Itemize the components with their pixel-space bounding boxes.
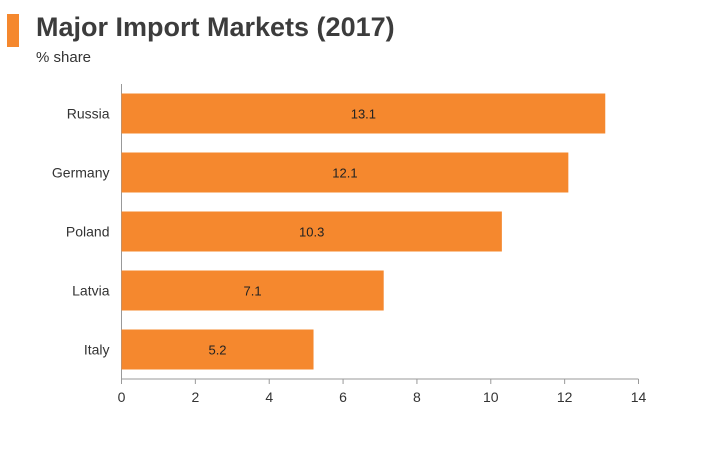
data-label: 5.2 bbox=[208, 343, 226, 358]
category-label: Germany bbox=[52, 165, 110, 181]
bar-italy bbox=[121, 329, 314, 370]
x-tick-label: 8 bbox=[413, 389, 421, 405]
x-tick-label: 12 bbox=[557, 389, 573, 405]
bar-poland bbox=[121, 211, 502, 252]
category-label: Poland bbox=[66, 224, 110, 240]
x-tick-label: 2 bbox=[191, 389, 199, 405]
x-tick-label: 14 bbox=[631, 389, 647, 405]
data-label: 10.3 bbox=[299, 225, 324, 240]
data-label: 12.1 bbox=[332, 166, 357, 181]
category-label: Italy bbox=[84, 342, 110, 358]
chart-title: Major Import Markets (2017) bbox=[36, 12, 395, 42]
bar-germany bbox=[121, 152, 569, 193]
title-accent-bar bbox=[7, 14, 19, 47]
chart-subtitle: % share bbox=[36, 49, 92, 66]
category-label: Russia bbox=[67, 106, 110, 122]
data-label: 13.1 bbox=[351, 107, 376, 122]
bar-latvia bbox=[121, 270, 384, 311]
data-label: 7.1 bbox=[244, 284, 262, 299]
x-tick-label: 10 bbox=[483, 389, 499, 405]
x-tick-label: 0 bbox=[118, 389, 126, 405]
bar-russia bbox=[121, 93, 606, 134]
x-tick-label: 6 bbox=[339, 389, 347, 405]
category-label: Latvia bbox=[72, 283, 110, 299]
x-tick-label: 4 bbox=[265, 389, 273, 405]
